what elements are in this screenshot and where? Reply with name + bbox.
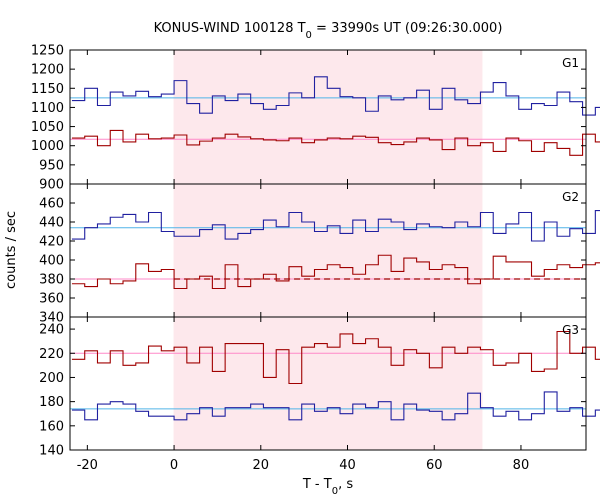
panel-g3-ytick-label: 180 — [39, 395, 64, 410]
panel-g1-ytick-label: 1200 — [31, 63, 64, 78]
panel-g1-highlight-region — [174, 50, 482, 184]
panel-g1-ytick-label: 1150 — [31, 82, 64, 97]
panel-g2-label: G2 — [562, 190, 579, 204]
panel-g2-ytick-label: 380 — [39, 273, 64, 288]
x-axis-title: T - T0, s — [302, 477, 353, 497]
panel-g3-label: G3 — [562, 323, 579, 337]
xtick-label: 20 — [253, 458, 270, 473]
panel-g3-ytick-label: 220 — [39, 347, 64, 362]
panel-g2-ytick-label: 460 — [39, 197, 64, 212]
panel-g2-series-0 — [71, 210, 600, 242]
xtick-label: -20 — [77, 458, 98, 473]
panel-g3-ytick-label: 140 — [39, 444, 64, 459]
panel-g3-highlight-region — [174, 317, 482, 450]
panel-g3-frame — [69, 316, 587, 451]
xtick-label: 60 — [426, 458, 443, 473]
panel-g1-series-1 — [71, 129, 600, 156]
xtick-label: 40 — [339, 458, 356, 473]
panel-g3-series-0 — [71, 330, 600, 385]
panel-g1-ytick-label: 950 — [39, 158, 64, 173]
panel-g1-ytick-label: 900 — [39, 178, 64, 193]
panel-g2-ytick-label: 340 — [39, 311, 64, 326]
xtick-label: 80 — [513, 458, 530, 473]
panel-g1-ytick-label: 1100 — [31, 101, 64, 116]
panel-g1-label: G1 — [562, 56, 579, 70]
chart-title: KONUS-WIND 100128 T0 = 33990s UT (09:26:… — [154, 21, 503, 41]
panel-g3-ytick-label: 160 — [39, 419, 64, 434]
panel-g2-ytick-label: 400 — [39, 254, 64, 269]
panel-g2-series-1 — [71, 254, 600, 290]
panel-g3-ytick-label: 200 — [39, 371, 64, 386]
panels-group: 900 950 1000 1050 1100 1150 1200 1250 G1 340 360 38… — [31, 44, 600, 473]
panel-g1-ytick-label: 1250 — [31, 44, 64, 59]
panel-g2-highlight-region — [174, 184, 482, 317]
xtick-label: 0 — [170, 458, 178, 473]
panel-g2-ytick-label: 420 — [39, 235, 64, 250]
y-axis-title: counts / sec — [4, 211, 19, 289]
panel-g3-series-1 — [71, 391, 600, 421]
panel-g3-ytick-label: 240 — [39, 323, 64, 338]
panel-g2-ytick-label: 440 — [39, 216, 64, 231]
panel-g1-ytick-label: 1000 — [31, 139, 64, 154]
panel-g2-ytick-label: 360 — [39, 292, 64, 307]
panel-g1-series-0 — [71, 76, 600, 116]
panel-g1-ytick-label: 1050 — [31, 120, 64, 135]
